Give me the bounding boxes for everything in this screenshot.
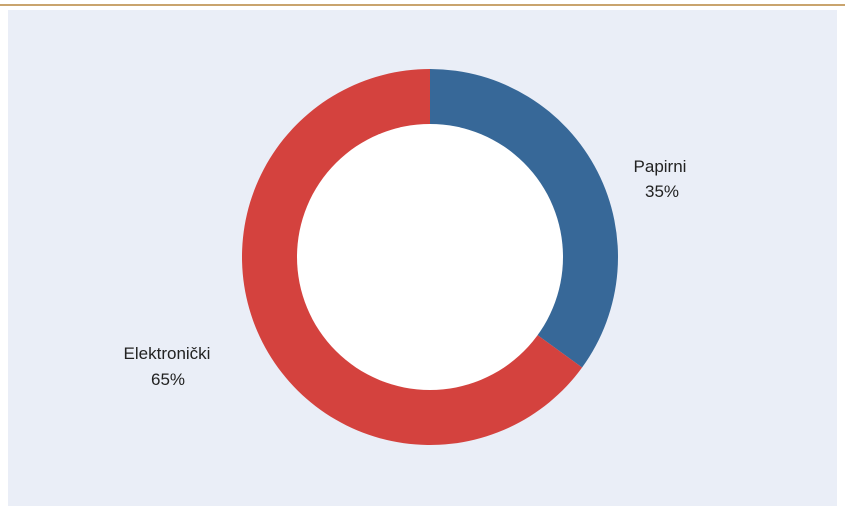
top-rule <box>0 4 845 6</box>
slice-label-elektronicki-value: 65% <box>151 370 185 389</box>
slice-label-papirni-name: Papirni <box>634 157 687 176</box>
donut-hole <box>297 124 563 390</box>
slice-label-papirni-value: 35% <box>645 182 679 201</box>
slice-label-elektronicki-name: Elektronički <box>124 344 211 363</box>
